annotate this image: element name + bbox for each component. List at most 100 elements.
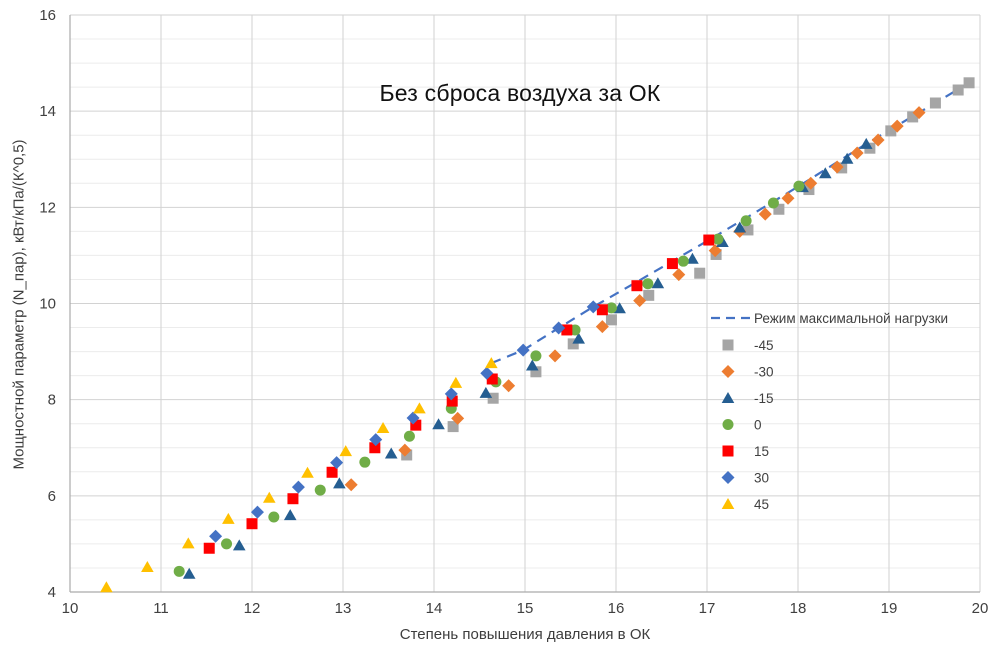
marker-square [631,280,643,292]
series-15 [203,234,715,554]
marker-diamond [291,480,305,494]
marker-square [446,395,458,407]
marker-triangle [525,359,539,371]
marker-diamond [502,379,516,393]
x-tick-label: 19 [881,600,898,617]
marker-diamond [830,160,844,174]
marker-triangle [572,332,585,344]
legend-label: 0 [754,418,762,433]
marker-triangle [283,509,297,521]
series-minus-30 [344,106,926,492]
marker-circle [712,233,724,245]
marker-square [246,518,258,530]
legend-label: 15 [754,444,769,459]
marker-circle [793,180,805,192]
marker-triangle [182,537,195,549]
x-tick-label: 15 [517,600,534,617]
marker-square [596,304,608,316]
marker-triangle [432,418,445,430]
marker-square [605,314,617,326]
marker-square [929,97,941,109]
x-tick-label: 13 [335,600,352,617]
series-30 [209,300,600,543]
marker-circle [767,197,779,209]
marker-triangle [733,221,747,233]
legend-item-0: 0 [722,418,762,433]
marker-diamond [708,244,722,258]
axes [69,15,980,593]
marker-triangle [301,466,314,478]
marker-square [703,234,715,246]
marker-triangle [613,302,626,314]
marker-triangle [141,560,154,572]
marker-triangle [721,392,735,403]
marker-triangle [232,539,246,551]
y-tick-label: 14 [39,103,56,120]
x-tick-label: 20 [972,600,989,617]
marker-diamond [586,300,600,314]
x-tick-label: 18 [790,600,807,617]
series-0 [173,180,805,577]
x-tick-label: 12 [244,600,261,617]
marker-square [722,445,734,457]
marker-square [643,289,655,301]
marker-diamond [548,349,562,363]
marker-circle [530,350,542,362]
marker-diamond [369,433,383,447]
marker-triangle [449,376,463,388]
marker-diamond [912,106,926,120]
x-tick-label: 14 [426,600,443,617]
marker-square [530,366,542,378]
marker-circle [314,484,326,496]
marker-square [410,419,422,431]
marker-diamond [804,176,818,190]
series-45 [100,357,498,593]
marker-triangle [651,277,665,289]
legend-label: -30 [754,365,774,380]
marker-square [907,111,919,123]
y-tick-label: 16 [39,7,56,24]
legend-item-minus-30: -30 [721,365,774,380]
marker-square [803,184,815,196]
marker-square [742,224,754,236]
x-tick-label: 17 [699,600,716,617]
legend-label: 45 [754,497,769,512]
legend-item-30: 30 [721,471,769,486]
marker-triangle [339,445,353,457]
marker-diamond [781,191,795,205]
y-axis-label: Мощностной параметр (N_пар), кВт/кПа/(К^… [10,139,28,470]
marker-diamond [721,365,735,378]
series-minus-45 [401,77,975,461]
marker-square [203,542,215,554]
marker-square [773,203,785,215]
marker-square [326,466,338,478]
legend-item-45: 45 [721,497,769,512]
legend-item-minus-45: -45 [722,338,774,353]
y-tick-labels: 4 6 8 10 12 14 16 [39,7,56,601]
marker-triangle [376,422,390,434]
chart-title: Без сброса воздуха за ОК [379,80,661,106]
marker-triangle [859,137,873,149]
marker-diamond [672,268,686,282]
marker-square [486,373,498,385]
marker-diamond [890,119,904,133]
marker-circle [605,302,617,314]
marker-square [287,493,299,505]
marker-triangle [100,581,113,593]
marker-square [722,339,734,351]
marker-triangle [413,402,426,414]
marker-circle [359,456,371,468]
marker-circle [740,215,752,227]
marker-square [952,84,964,96]
marker-triangle [222,512,235,524]
marker-diamond [398,443,412,457]
legend-label: -15 [754,391,774,406]
marker-diamond [758,207,772,221]
marker-diamond [871,133,885,147]
marker-square [561,324,573,336]
marker-square [447,421,459,433]
marker-circle [173,565,185,577]
marker-circle [677,255,689,267]
